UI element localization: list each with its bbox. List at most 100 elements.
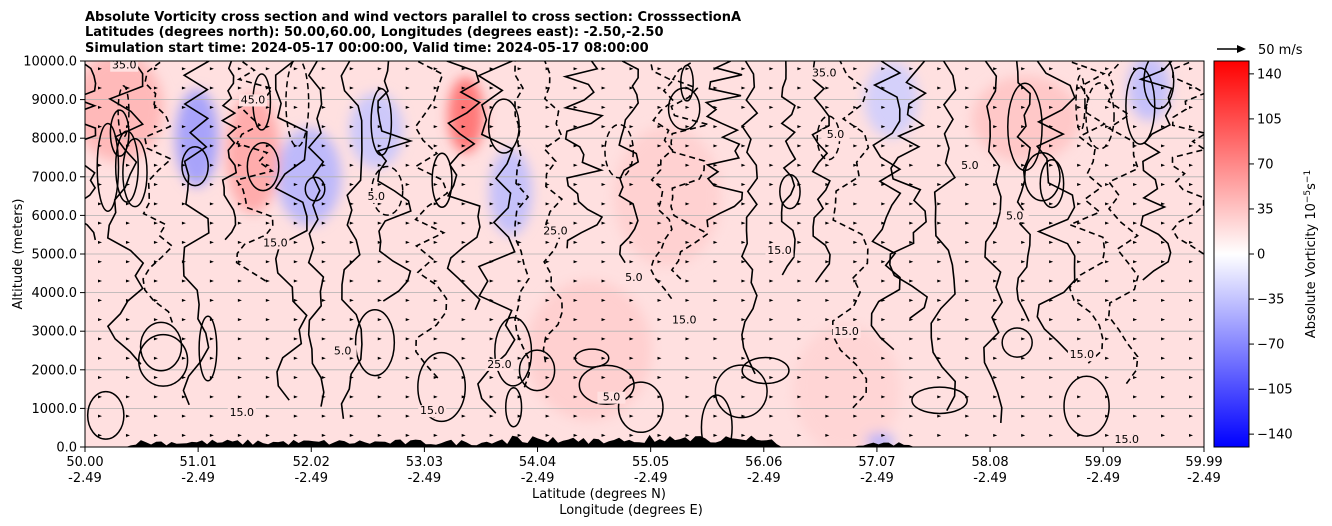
wind-vector xyxy=(1133,67,1138,71)
wind-vector xyxy=(825,202,830,206)
wind-vector xyxy=(209,202,214,206)
y-tick-label: 0.0 xyxy=(56,441,77,456)
wind-vector xyxy=(685,298,690,302)
quiver-key-arrowhead xyxy=(1237,45,1246,53)
wind-vector xyxy=(237,279,242,283)
wind-vector xyxy=(237,433,242,437)
wind-vector xyxy=(769,163,774,167)
contour-label-bg xyxy=(765,245,794,257)
wind-vector xyxy=(937,318,942,322)
wind-vector xyxy=(237,395,242,399)
wind-vector xyxy=(825,433,830,437)
contour-label-bg xyxy=(810,67,839,80)
wind-vector xyxy=(993,163,998,167)
wind-vector xyxy=(657,337,662,341)
wind-vector xyxy=(1105,356,1110,360)
contour-loop xyxy=(518,349,556,392)
contour-label-bg xyxy=(110,61,139,72)
wind-vector xyxy=(545,395,550,399)
wind-vector xyxy=(909,395,914,399)
wind-vector xyxy=(1161,163,1166,167)
wind-vector xyxy=(321,260,326,264)
wind-vector xyxy=(1133,298,1138,302)
wind-vector xyxy=(881,414,886,418)
wind-vector xyxy=(545,433,550,437)
wind-vector xyxy=(601,163,606,167)
wind-vector xyxy=(685,260,690,264)
wind-vector xyxy=(349,279,354,283)
contour-loop xyxy=(417,351,467,423)
wind-vector xyxy=(1189,183,1194,187)
plot-area: 15.0 15.0 15.0 15.0 15.0 15.0 25.0 25.0 35.0 35.0… xyxy=(85,59,1204,447)
wind-vector xyxy=(153,414,158,418)
wind-vector xyxy=(153,86,158,90)
wind-vector xyxy=(629,86,634,90)
quiver-key: 50 m/s xyxy=(1217,43,1303,58)
wind-vector xyxy=(601,337,606,341)
wind-vector xyxy=(1105,279,1110,283)
wind-vector xyxy=(125,202,130,206)
wind-vector xyxy=(433,183,438,187)
contour-label-bg xyxy=(597,391,626,404)
wind-vector xyxy=(1105,221,1110,225)
wind-vector xyxy=(489,318,494,322)
wind-vector xyxy=(741,298,746,302)
wind-vector xyxy=(461,144,466,148)
wind-vector xyxy=(209,356,214,360)
wind-vector xyxy=(181,337,186,341)
y-tick-label: 5000.0 xyxy=(32,248,78,263)
wind-vector xyxy=(1105,298,1110,302)
contour-label: 35.0 xyxy=(112,59,137,72)
contour-label: 15.0 xyxy=(1114,433,1139,446)
wind-vector xyxy=(489,240,494,244)
y-tick-label: 1000.0 xyxy=(32,402,78,417)
wind-vector xyxy=(601,433,606,437)
wind-vector xyxy=(181,221,186,225)
wind-vector xyxy=(433,298,438,302)
wind-vector xyxy=(377,125,382,129)
wind-vector xyxy=(377,183,382,187)
contour-line xyxy=(182,61,210,406)
wind-vector xyxy=(657,433,662,437)
wind-vector xyxy=(181,433,186,437)
wind-vector xyxy=(1105,318,1110,322)
wind-vector xyxy=(97,298,102,302)
wind-vector xyxy=(209,337,214,341)
wind-vector xyxy=(265,125,270,129)
contour-loop xyxy=(96,122,120,212)
contour-line xyxy=(1171,61,1204,255)
wind-vector xyxy=(209,433,214,437)
wind-vector xyxy=(629,356,634,360)
wind-vector xyxy=(377,202,382,206)
wind-vector xyxy=(237,202,242,206)
wind-vector xyxy=(1189,414,1194,418)
x-tick-label-lat: 54.04 xyxy=(519,455,556,470)
wind-vector xyxy=(461,356,466,360)
contour-line xyxy=(930,61,957,411)
wind-vector xyxy=(209,298,214,302)
vorticity-blob xyxy=(85,61,164,162)
wind-vector xyxy=(797,125,802,129)
colorbar: 140 105 70 35 0 −35 −70 −105 −140 Absolute Vorti… xyxy=(1213,60,1319,448)
wind-vector xyxy=(153,395,158,399)
contour-line xyxy=(1035,61,1076,354)
contour-label: 5.0 xyxy=(961,159,979,172)
wind-vector xyxy=(713,144,718,148)
wind-vector xyxy=(993,337,998,341)
wind-vector xyxy=(293,433,298,437)
x-tick-label-lat: 57.07 xyxy=(858,455,895,470)
wind-vector xyxy=(97,356,102,360)
wind-vector xyxy=(405,298,410,302)
wind-vector xyxy=(181,86,186,90)
wind-vector xyxy=(797,86,802,90)
wind-vector xyxy=(909,279,914,283)
wind-vector xyxy=(181,318,186,322)
title-line-2: Latitudes (degrees north): 50.00,60.00, … xyxy=(85,25,664,40)
wind-vector xyxy=(293,144,298,148)
wind-vector xyxy=(1133,202,1138,206)
wind-vector xyxy=(629,433,634,437)
wind-vector xyxy=(461,337,466,341)
wind-vector xyxy=(265,414,270,418)
wind-vector xyxy=(657,144,662,148)
wind-vector xyxy=(909,337,914,341)
